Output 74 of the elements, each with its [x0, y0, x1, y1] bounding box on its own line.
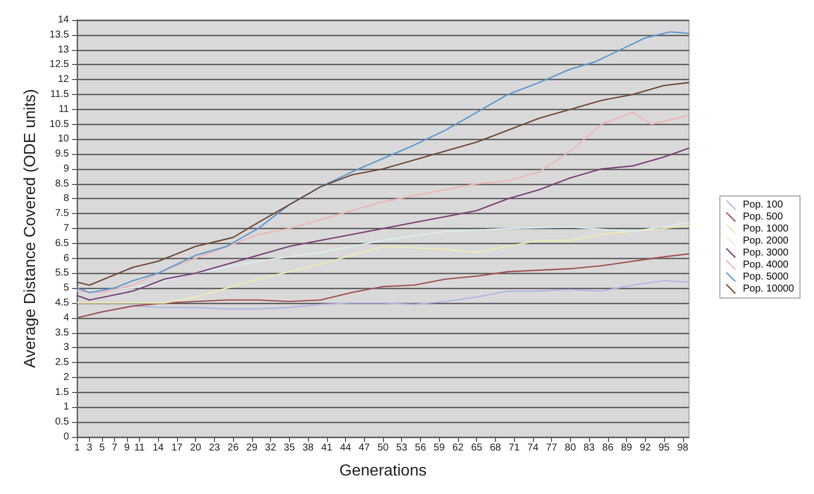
y-tick-label: 0.5 — [55, 416, 70, 428]
y-tick-label: 2.5 — [55, 357, 70, 368]
legend-label: Pop. 3000 — [742, 248, 789, 258]
x-tick-label: 29 — [246, 442, 258, 454]
x-tick-label: 50 — [377, 442, 389, 454]
x-tick-label: 74 — [527, 442, 539, 454]
x-tick-label: 5 — [99, 442, 106, 454]
x-tick-label: 35 — [284, 442, 296, 454]
y-tick-label: 14 — [58, 14, 70, 26]
legend-label: Pop. 100 — [742, 200, 784, 210]
legend-label: Pop. 1000 — [742, 224, 789, 234]
y-tick-label: 8.5 — [55, 178, 70, 190]
y-tick-label: 5.5 — [55, 268, 70, 279]
x-tick-label: 53 — [396, 442, 408, 454]
x-tick-label: 95 — [658, 442, 670, 454]
x-tick-label: 14 — [152, 442, 164, 454]
y-tick-label: 11 — [58, 104, 70, 115]
x-tick-label: 65 — [471, 442, 483, 454]
y-tick-label: 4 — [63, 312, 70, 324]
x-tick-label: 38 — [302, 442, 314, 454]
x-tick-label: 7 — [112, 442, 118, 454]
y-tick-label: 7 — [63, 223, 70, 234]
x-tick-label: 11 — [134, 442, 146, 454]
y-axis-title: Average Distance Covered (ODE units) — [22, 89, 40, 368]
x-tick-label: 80 — [564, 442, 576, 454]
x-tick-label: 89 — [620, 442, 633, 454]
x-tick-label: 9 — [124, 442, 130, 454]
y-tick-label: 1.5 — [55, 386, 70, 398]
y-tick-label: 8 — [63, 193, 70, 204]
x-tick-label: 77 — [546, 442, 558, 454]
y-tick-label: 7.5 — [55, 208, 70, 220]
y-tick-label: 1 — [63, 402, 70, 413]
x-tick-label: 47 — [358, 442, 370, 454]
y-tick-label: 13 — [58, 44, 70, 56]
x-tick-label: 1 — [74, 442, 80, 454]
x-tick-label: 98 — [677, 442, 689, 454]
x-tick-label: 32 — [265, 442, 277, 454]
y-tick-label: 12 — [58, 74, 70, 86]
y-tick-label: 4.5 — [55, 297, 70, 308]
y-tick-label: 6 — [63, 252, 70, 264]
y-tick-label: 3.5 — [55, 327, 70, 338]
x-tick-label: 86 — [602, 442, 614, 454]
x-tick-label: 23 — [208, 442, 220, 454]
x-tick-label: 3 — [86, 442, 93, 454]
x-tick-label: 26 — [228, 442, 240, 454]
y-tick-label: 2 — [63, 372, 70, 383]
x-tick-label: 20 — [190, 442, 202, 454]
x-tick-label: 68 — [490, 442, 502, 454]
x-tick-label: 62 — [452, 442, 464, 454]
y-tick-label: 10.5 — [50, 118, 70, 130]
legend-label: Pop. 5000 — [742, 272, 789, 282]
y-tick-label: 0 — [63, 432, 70, 442]
y-tick-label: 6.5 — [55, 238, 70, 249]
x-axis-title: Generations — [339, 462, 427, 480]
y-tick-label: 9.5 — [55, 148, 70, 160]
x-tick-label: 71 — [508, 442, 520, 454]
x-tick-label: 44 — [340, 442, 352, 454]
y-tick-label: 13.5 — [50, 29, 70, 40]
legend-label: Pop. 2000 — [742, 236, 789, 246]
x-tick-label: 83 — [584, 442, 596, 454]
y-tick-label: 3 — [63, 342, 70, 354]
x-tick-label: 92 — [640, 442, 652, 454]
y-tick-label: 5 — [63, 282, 70, 294]
legend-label: Pop. 10000 — [742, 284, 794, 294]
y-tick-label: 12.5 — [50, 59, 70, 70]
y-tick-label: 10 — [58, 134, 70, 145]
y-tick-label: 11.5 — [50, 88, 70, 100]
x-tick-label: 41 — [321, 442, 333, 454]
x-tick-label: 17 — [171, 442, 183, 454]
legend-label: Pop. 4000 — [742, 260, 789, 270]
x-tick-label: 56 — [414, 442, 426, 454]
y-tick-label: 9 — [63, 163, 70, 174]
x-tick-label: 59 — [434, 442, 446, 454]
legend-label: Pop. 500 — [742, 212, 784, 222]
